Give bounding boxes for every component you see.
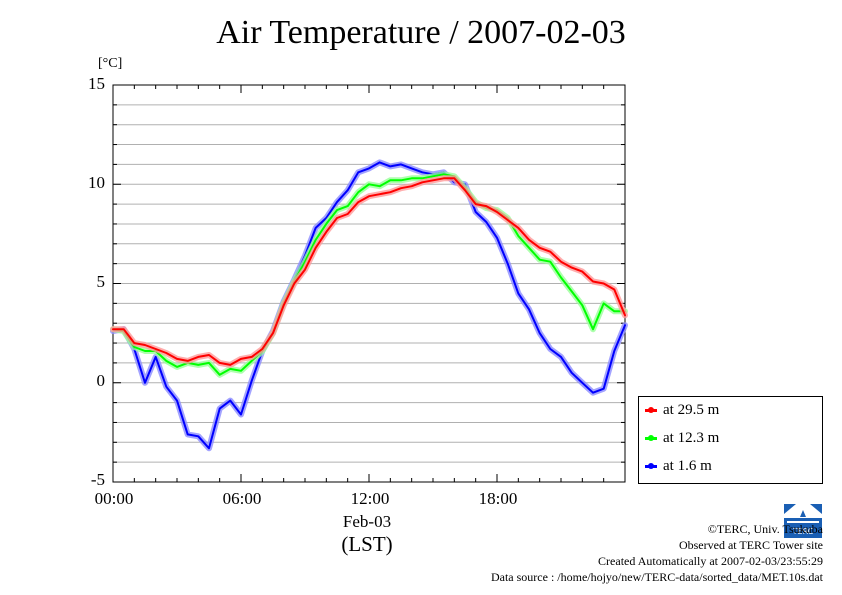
legend-label: at 1.6 m — [663, 458, 712, 474]
legend-item: at 1.6 m — [645, 458, 712, 475]
legend-label: at 12.3 m — [663, 430, 720, 446]
credit-copyright: ©TERC, Univ. Tsukuba — [707, 522, 823, 536]
y-tick-label: 5 — [96, 272, 106, 291]
x-axis-timezone-label: (LST) — [341, 532, 393, 556]
legend: at 29.5 m at 12.3 m at 1.6 m — [638, 396, 823, 484]
y-tick-label: 10 — [88, 173, 105, 192]
x-tick-label: 06:00 — [222, 489, 262, 508]
credit-created: Created Automatically at 2007-02-03/23:5… — [598, 554, 823, 568]
y-tick-label: 0 — [96, 371, 106, 390]
terc-logo-icon: TERC — [784, 504, 822, 538]
series-line — [112, 173, 626, 376]
y-tick-label: 15 — [88, 74, 105, 93]
chart-title: Air Temperature / 2007-02-03 — [216, 14, 626, 51]
legend-label: at 29.5 m — [663, 402, 720, 418]
legend-swatch-blue — [645, 463, 657, 469]
series-line — [112, 161, 626, 450]
series-line-halo — [110, 175, 628, 368]
credit-source: Data source : /home/hojyo/new/TERC-data/… — [490, 570, 823, 584]
series-line — [112, 177, 626, 366]
credits: ©TERC, Univ. Tsukuba Observed at TERC To… — [491, 521, 823, 585]
x-tick-label: 18:00 — [478, 489, 518, 508]
legend-swatch-green — [645, 435, 657, 441]
series-line-halo — [110, 159, 628, 452]
x-tick-label: 00:00 — [94, 489, 134, 508]
logo-text: TERC — [792, 527, 814, 536]
y-tick-label: -5 — [90, 470, 105, 489]
x-axis-date-label: Feb-03 — [342, 512, 392, 531]
credit-site: Observed at TERC Tower site — [678, 538, 823, 552]
legend-item: at 12.3 m — [645, 430, 719, 447]
x-tick-label: 12:00 — [350, 489, 390, 508]
y-axis-unit: [°C] — [98, 56, 123, 71]
legend-item: at 29.5 m — [645, 402, 719, 419]
legend-swatch-red — [645, 407, 657, 413]
